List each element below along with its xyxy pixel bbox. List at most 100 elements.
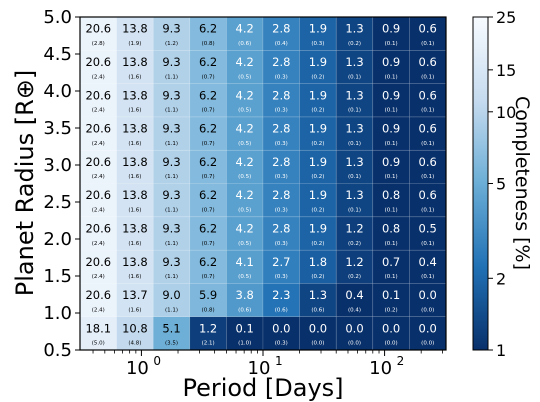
cell-value: 9.0	[162, 288, 180, 302]
cell-error: (2.4)	[92, 108, 105, 114]
cell-value: 4.2	[236, 22, 254, 36]
y-tick-label: 1.5	[43, 266, 72, 287]
cell-value: 1.9	[309, 22, 327, 36]
cell-error: (0.1)	[385, 74, 398, 80]
cell-value: 0.0	[272, 321, 290, 335]
cell-value: 20.6	[85, 188, 111, 202]
cell-error: (0.5)	[238, 108, 251, 114]
cell-error: (2.4)	[92, 241, 105, 247]
cell-value: 9.3	[162, 88, 180, 102]
heatmap-cell	[189, 216, 227, 251]
cell-value: 2.8	[272, 188, 290, 202]
heatmap-cell	[299, 83, 337, 118]
cell-value: 1.9	[309, 221, 327, 235]
heatmap-cell	[152, 49, 191, 84]
cell-value: 9.3	[162, 22, 180, 36]
heatmap-cell	[299, 249, 337, 284]
cell-value: 6.2	[199, 122, 217, 136]
cell-value: 1.9	[309, 88, 327, 102]
heatmap-cell	[262, 316, 300, 351]
cell-value: 0.6	[419, 22, 437, 36]
cell-error: (0.7)	[202, 241, 215, 247]
cell-error: (1.6)	[128, 207, 141, 213]
cell-error: (1.6)	[128, 108, 141, 114]
cell-error: (0.3)	[311, 41, 324, 47]
heatmap-cell	[189, 116, 227, 151]
y-tick-label: 5.0	[43, 7, 72, 28]
cell-value: 1.3	[345, 122, 363, 136]
heatmap-cell	[335, 183, 374, 218]
heatmap-cell	[262, 49, 300, 84]
cell-value: 6.2	[199, 88, 217, 102]
cell-value: 4.2	[236, 155, 254, 169]
heatmap-cell	[79, 116, 117, 151]
cell-value: 0.0	[309, 321, 327, 335]
cell-error: (0.4)	[275, 41, 288, 47]
cell-error: (0.3)	[275, 74, 288, 80]
cell-value: 6.2	[199, 22, 217, 36]
heatmap-cell	[299, 116, 337, 151]
cell-value: 9.3	[162, 122, 180, 136]
heatmap-cell	[226, 49, 264, 84]
heatmap-cell	[79, 249, 117, 284]
cell-error: (0.5)	[238, 207, 251, 213]
cell-error: (0.1)	[421, 174, 434, 180]
cell-value: 9.3	[162, 155, 180, 169]
heatmap-cell	[226, 183, 264, 218]
heatmap-cell	[409, 116, 447, 151]
cell-error: (0.8)	[202, 41, 215, 47]
cell-error: (1.6)	[128, 174, 141, 180]
heatmap-cell	[335, 316, 374, 351]
cell-value: 0.6	[419, 155, 437, 169]
heatmap-cell	[409, 216, 447, 251]
cell-error: (0.1)	[348, 207, 361, 213]
heatmap-cell	[226, 16, 264, 51]
cell-value: 0.5	[419, 221, 437, 235]
cell-error: (1.0)	[238, 341, 251, 347]
cell-value: 0.0	[382, 321, 400, 335]
cell-error: (0.2)	[311, 274, 324, 280]
cell-value: 13.8	[122, 55, 148, 69]
cell-error: (0.1)	[348, 74, 361, 80]
cell-value: 2.8	[272, 88, 290, 102]
cell-error: (0.0)	[421, 307, 434, 313]
cell-error: (0.7)	[202, 207, 215, 213]
cell-value: 0.9	[382, 55, 400, 69]
y-axis-label: Planet Radius [R⊕]	[11, 70, 39, 296]
cell-value: 0.1	[382, 288, 400, 302]
heatmap-cell	[372, 16, 410, 51]
cell-value: 13.8	[122, 122, 148, 136]
y-tick-label: 4.5	[43, 44, 72, 65]
cell-value: 1.9	[309, 155, 327, 169]
heatmap-cell	[372, 149, 410, 184]
cell-error: (1.1)	[165, 108, 178, 114]
cell-error: (1.1)	[165, 274, 178, 280]
y-tick-label: 0.5	[43, 340, 72, 361]
cell-error: (0.1)	[421, 108, 434, 114]
cell-value: 2.8	[272, 221, 290, 235]
cell-error: (1.1)	[165, 241, 178, 247]
cell-value: 13.8	[122, 88, 148, 102]
cell-error: (1.1)	[165, 74, 178, 80]
cell-value: 2.8	[272, 22, 290, 36]
cell-value: 1.3	[345, 88, 363, 102]
heatmap-cell	[226, 249, 264, 284]
heatmap-cell	[116, 316, 154, 351]
cell-error: (0.2)	[348, 41, 361, 47]
cell-value: 3.8	[236, 288, 254, 302]
colorbar-tick-label: 25	[496, 8, 516, 27]
cell-error: (2.4)	[92, 207, 105, 213]
cell-value: 2.8	[272, 155, 290, 169]
cell-value: 9.3	[162, 55, 180, 69]
heatmap-cell-labels: 18.1 (5.0) 10.8 (4.8) 5.1 (3.5) 1.2 (2.1) 0.1 (1.…	[85, 22, 436, 347]
cell-value: 20.6	[85, 55, 111, 69]
cell-value: 1.3	[345, 155, 363, 169]
cell-value: 6.2	[199, 255, 217, 269]
heatmap-cell	[152, 149, 191, 184]
cell-value: 13.7	[122, 288, 148, 302]
x-tick-label: 10	[248, 358, 271, 379]
cell-value: 0.8	[382, 188, 400, 202]
heatmap-cell	[189, 149, 227, 184]
cell-error: (0.2)	[311, 108, 324, 114]
cell-value: 4.2	[236, 122, 254, 136]
